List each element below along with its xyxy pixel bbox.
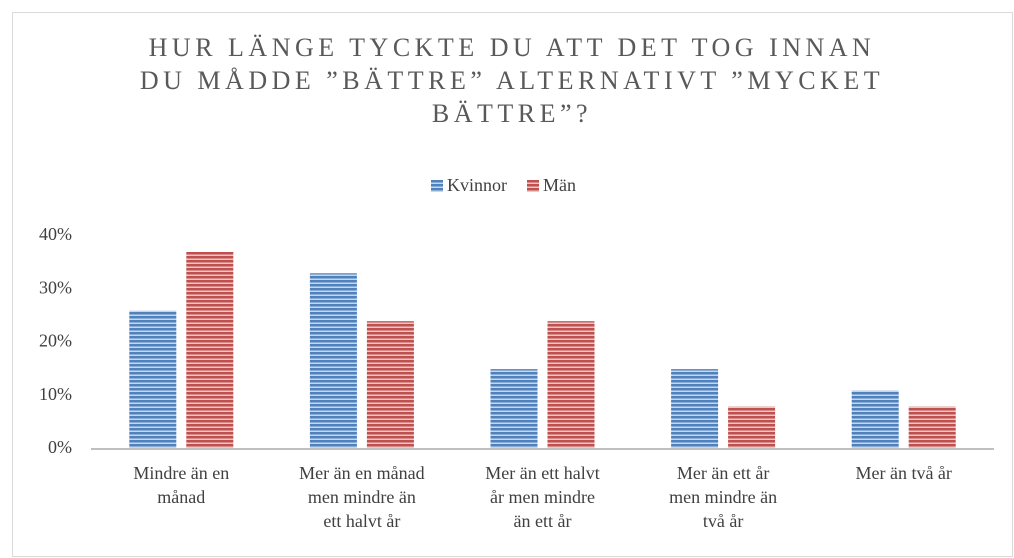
legend-swatch bbox=[431, 180, 443, 192]
bar bbox=[851, 390, 899, 449]
chart-border bbox=[12, 12, 1013, 557]
bar bbox=[908, 406, 956, 449]
bar bbox=[490, 369, 538, 449]
bar bbox=[186, 251, 234, 449]
x-tick-label: Mer än ett halvt år men mindre än ett år bbox=[485, 463, 599, 531]
legend-swatch bbox=[527, 180, 539, 192]
y-tick-label: 40% bbox=[39, 224, 72, 244]
bar bbox=[366, 321, 414, 449]
y-tick-label: 0% bbox=[48, 437, 72, 457]
bar bbox=[309, 273, 357, 449]
bar bbox=[129, 310, 177, 449]
legend-label: Män bbox=[543, 175, 576, 195]
y-tick-label: 30% bbox=[39, 277, 72, 297]
y-tick-label: 10% bbox=[39, 384, 72, 404]
x-tick-label: Mer än två år bbox=[855, 463, 951, 483]
y-tick-label: 20% bbox=[39, 331, 72, 351]
x-tick-label: Mer än ett år men mindre än två år bbox=[669, 463, 777, 531]
bar bbox=[547, 321, 595, 449]
bar bbox=[728, 406, 776, 449]
legend-label: Kvinnor bbox=[447, 175, 507, 195]
bar bbox=[671, 369, 719, 449]
x-tick-label: Mindre än en månad bbox=[133, 463, 229, 507]
x-tick-label: Mer än en månad men mindre än ett halvt år bbox=[299, 463, 424, 531]
chart-title: HUR LÄNGE TYCKTE DU ATT DET TOG INNAN DU … bbox=[140, 33, 884, 128]
